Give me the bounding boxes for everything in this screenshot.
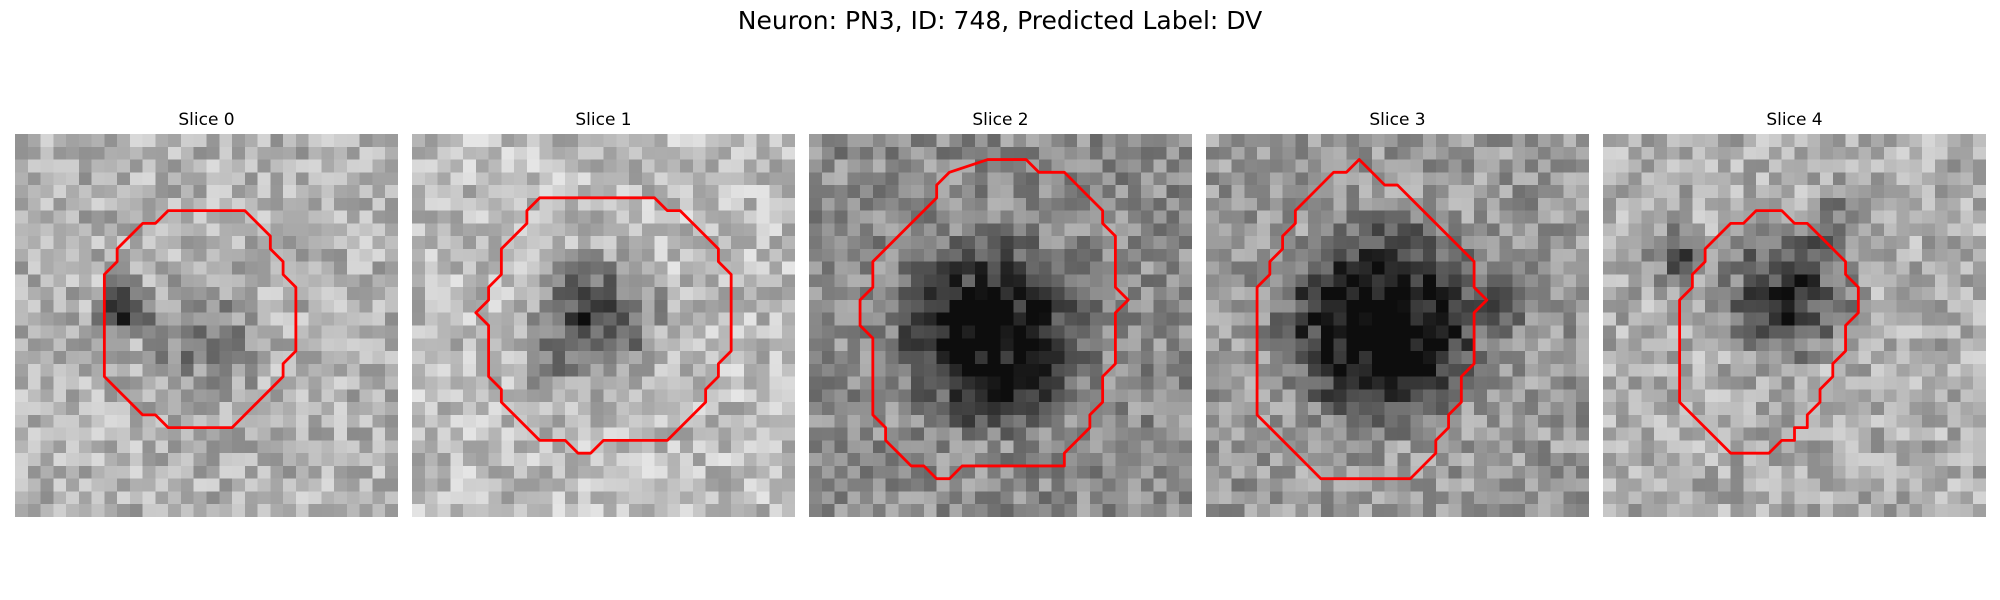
slice-image (1603, 134, 1986, 517)
slice-title: Slice 3 (1369, 110, 1426, 130)
slice-image (412, 134, 795, 517)
segmentation-contour (858, 158, 1130, 481)
segmentation-contour (1255, 158, 1489, 481)
slice-image (15, 134, 398, 517)
segmentation-contour (102, 209, 298, 430)
slice-image (809, 134, 1192, 517)
slice-title: Slice 2 (972, 110, 1029, 130)
slice-title: Slice 0 (178, 110, 235, 130)
figure-title: Neuron: PN3, ID: 748, Predicted Label: D… (737, 6, 1263, 35)
slice-image (1206, 134, 1589, 517)
segmentation-contour (474, 196, 733, 455)
slice-title: Slice 4 (1766, 110, 1823, 130)
slice-title: Slice 1 (575, 110, 632, 130)
segmentation-contour (1678, 209, 1860, 455)
